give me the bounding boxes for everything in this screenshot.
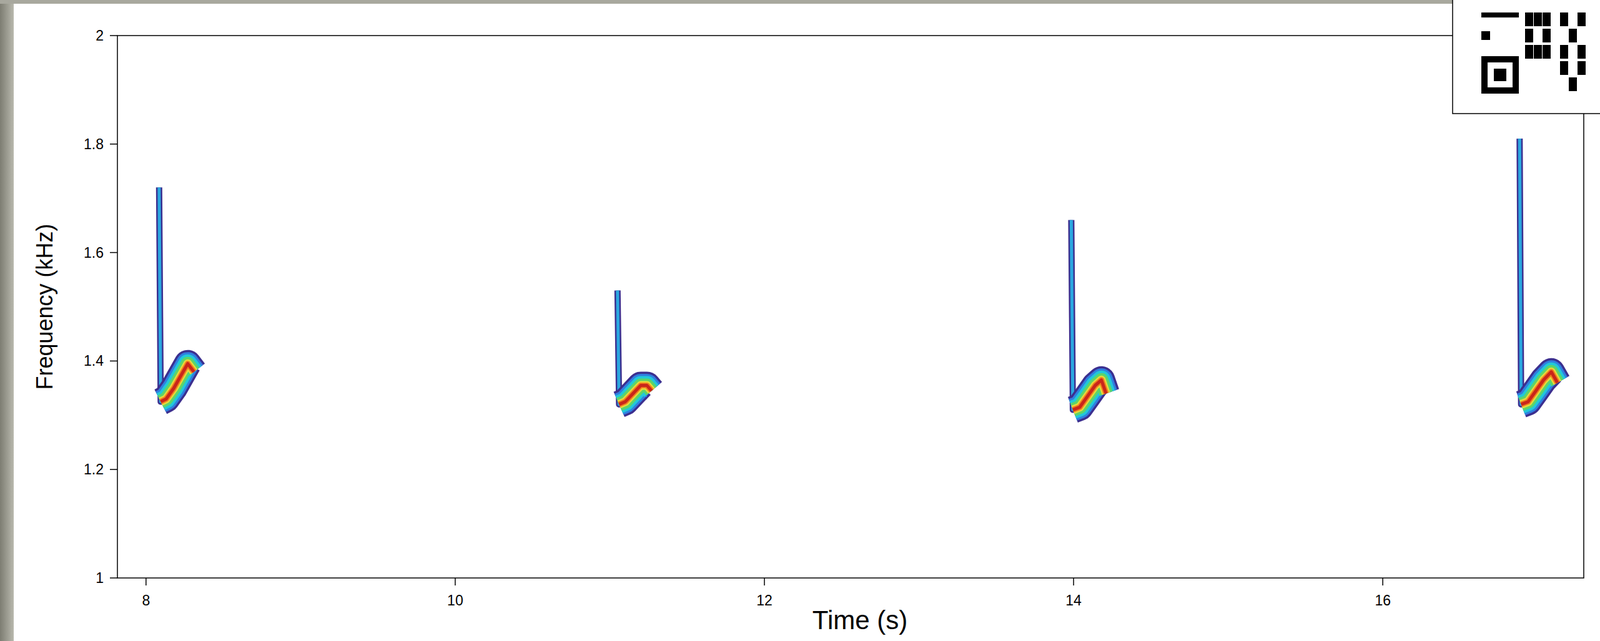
y-tick-label: 2 [95, 27, 104, 44]
calls [159, 138, 1558, 410]
qr-cell [1577, 61, 1586, 75]
plot-frame [117, 35, 1584, 579]
call [159, 187, 195, 402]
qr-cell [1481, 31, 1491, 40]
qr-finder [1493, 68, 1507, 82]
qr-cell [1525, 12, 1534, 27]
qr-cell [1542, 44, 1551, 59]
y-tick-label: 1.2 [83, 461, 104, 478]
call-layer [618, 385, 652, 405]
y-tick [109, 577, 118, 579]
x-tick-label: 16 [1374, 592, 1391, 609]
call-layer [160, 364, 194, 403]
call-layer [1521, 372, 1558, 405]
call-contour [617, 290, 652, 405]
y-tick-label: 1.4 [83, 352, 104, 370]
qr-code [1452, 0, 1600, 114]
call-layer [1072, 380, 1107, 411]
qr-cell [1568, 28, 1577, 43]
x-tick [1382, 578, 1384, 586]
call-layer [1521, 372, 1558, 405]
x-tick [145, 578, 147, 586]
call-layer [1072, 380, 1107, 411]
call-layer [160, 364, 194, 403]
call-contour [1519, 138, 1558, 405]
qr-cell [1560, 44, 1569, 59]
call [1071, 220, 1107, 411]
qr-cell [1568, 77, 1577, 92]
x-tick [763, 578, 766, 586]
call-layer [617, 290, 652, 405]
call-layer [160, 364, 194, 403]
call-layer [618, 385, 652, 405]
call-layer [1521, 372, 1558, 405]
call-layer [1072, 380, 1107, 411]
call-layer [1521, 372, 1558, 405]
qr-cell [1525, 44, 1534, 59]
call-layer [618, 385, 652, 405]
call-layer [160, 364, 194, 403]
qr-finder [1481, 56, 1519, 94]
call-layer [1072, 380, 1107, 411]
y-tick-label: 1 [95, 570, 104, 587]
call-layer [1521, 372, 1558, 405]
call-layer [618, 385, 652, 405]
y-tick-label: 1.6 [83, 244, 104, 262]
qr-cell [1481, 12, 1519, 18]
call-layer [160, 364, 194, 403]
call-layer [618, 385, 652, 405]
call-layer [160, 364, 194, 403]
qr-cell [1560, 61, 1569, 75]
x-tick-label: 10 [447, 592, 464, 609]
chart: 1 1.2 1.4 1.6 1.8 2 8 10 12 14 16 Time (s) Frequency… [0, 0, 1600, 641]
call-layer [1072, 380, 1107, 411]
background-edge [0, 0, 1600, 4]
x-tick-label: 14 [1065, 592, 1082, 609]
x-tick [454, 578, 456, 586]
y-tick [109, 360, 118, 363]
qr-box [1452, 0, 1600, 114]
call [1519, 138, 1558, 405]
y-tick [109, 252, 118, 254]
qr-cell [1533, 12, 1542, 27]
x-tick [1072, 578, 1075, 586]
call-layer [159, 187, 195, 402]
qr-cell [1525, 28, 1534, 43]
y-axis-title: Frequency (kHz) [31, 223, 58, 390]
x-axis-title: Time (s) [812, 605, 908, 636]
x-tick-label: 12 [756, 592, 773, 609]
y-tick-label: 1.8 [83, 136, 104, 153]
x-tick-label: 8 [141, 592, 150, 609]
call-layer [1521, 372, 1558, 405]
call-layer [160, 364, 194, 403]
call-layer [1072, 380, 1107, 411]
call-layer [1519, 138, 1558, 405]
call-layer [1071, 220, 1107, 411]
call-layer [1072, 380, 1107, 411]
qr-cell [1577, 44, 1586, 59]
y-tick [109, 143, 118, 145]
qr-cell [1542, 12, 1551, 27]
call-contour [1071, 220, 1107, 411]
call-layer [1521, 372, 1558, 405]
background-edge [0, 0, 14, 641]
qr-finder [1487, 62, 1513, 88]
qr-cell [1560, 12, 1569, 27]
qr-cell [1577, 12, 1586, 27]
call-layer [618, 385, 652, 405]
qr-cell [1533, 44, 1542, 59]
call [617, 290, 652, 405]
call-layer [618, 385, 652, 405]
qr-cell [1542, 28, 1551, 43]
y-tick [109, 34, 118, 37]
y-tick [109, 469, 118, 471]
call-contour [159, 187, 195, 402]
